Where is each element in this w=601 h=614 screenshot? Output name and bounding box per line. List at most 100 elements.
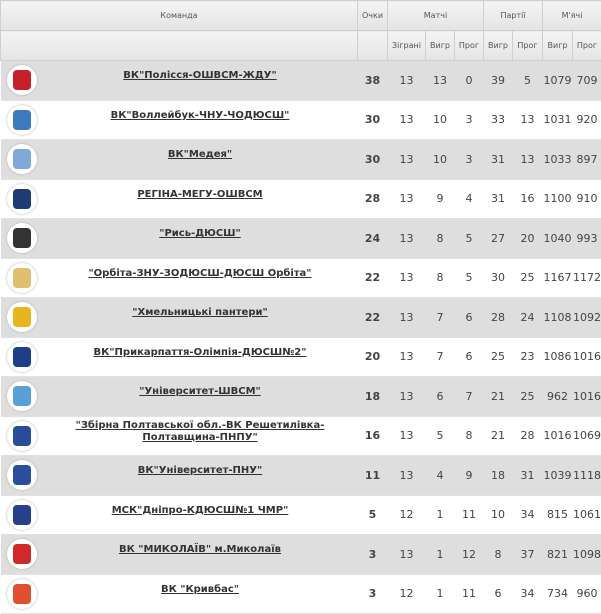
team-link[interactable]: "Хмельницькі пантери" xyxy=(61,307,340,319)
header-sets-won[interactable]: Вигр xyxy=(484,31,513,61)
matches-lost-cell: 3 xyxy=(455,140,484,180)
sets-won-cell: 27 xyxy=(484,219,513,259)
balls-lost-cell: 1118 xyxy=(573,456,601,496)
balls-won-cell: 1108 xyxy=(543,298,573,338)
team-logo-icon xyxy=(7,500,37,530)
balls-lost-cell: 1069 xyxy=(573,416,601,456)
matches-won-cell: 1 xyxy=(426,495,455,535)
balls-won-cell: 1016 xyxy=(543,416,573,456)
header-balls-won[interactable]: Вигр xyxy=(543,31,573,61)
sets-won-cell: 30 xyxy=(484,258,513,298)
matches-won-cell: 8 xyxy=(426,219,455,259)
points-cell: 24 xyxy=(358,219,388,259)
matches-won-cell: 10 xyxy=(426,100,455,140)
sets-lost-cell: 24 xyxy=(513,298,543,338)
team-link[interactable]: ВК "Кривбас" xyxy=(61,584,340,596)
team-link[interactable]: ВК"Медея" xyxy=(61,149,340,161)
points-cell: 22 xyxy=(358,298,388,338)
team-cell: "Збірна Полтавської обл.-ВК Решетилівка-… xyxy=(1,416,358,456)
header-matches-won[interactable]: Вигр xyxy=(426,31,455,61)
played-cell: 12 xyxy=(388,574,426,614)
table-row: "Збірна Полтавської обл.-ВК Решетилівка-… xyxy=(1,416,601,456)
team-link[interactable]: ВК"Воллейбук-ЧНУ-ЧОДЮСШ" xyxy=(61,110,340,122)
team-link[interactable]: "Рись-ДЮСШ" xyxy=(61,228,340,240)
played-cell: 13 xyxy=(388,456,426,496)
header-played[interactable]: Зіграні xyxy=(388,31,426,61)
team-cell: ВК"Медея" xyxy=(1,140,358,180)
header-matches-lost[interactable]: Прог xyxy=(455,31,484,61)
header-sets: Партії xyxy=(484,1,543,31)
team-cell: ВК"Університет-ПНУ" xyxy=(1,456,358,496)
sets-won-cell: 31 xyxy=(484,140,513,180)
team-logo-icon xyxy=(7,539,37,569)
team-link[interactable]: ВК"Прикарпаття-Олімпія-ДЮСШ№2" xyxy=(61,347,340,359)
team-link[interactable]: "Збірна Полтавської обл.-ВК Решетилівка-… xyxy=(61,420,340,444)
team-logo-icon xyxy=(7,105,37,135)
team-link[interactable]: "Університет-ШВСМ" xyxy=(61,386,340,398)
balls-won-cell: 821 xyxy=(543,535,573,575)
team-cell: ВК"Прикарпаття-Олімпія-ДЮСШ№2" xyxy=(1,337,358,377)
balls-won-cell: 1086 xyxy=(543,337,573,377)
played-cell: 13 xyxy=(388,179,426,219)
points-cell: 16 xyxy=(358,416,388,456)
matches-won-cell: 6 xyxy=(426,377,455,417)
played-cell: 12 xyxy=(388,495,426,535)
header-balls-lost[interactable]: Прог xyxy=(573,31,601,61)
team-link[interactable]: РЕГІНА-МЕГУ-ОШВСМ xyxy=(61,189,340,201)
team-logo-icon xyxy=(7,381,37,411)
points-cell: 3 xyxy=(358,535,388,575)
header-team[interactable]: Команда xyxy=(1,1,358,31)
team-cell: МСК"Дніпро-КДЮСШ№1 ЧМР" xyxy=(1,495,358,535)
team-cell: "Орбіта-ЗНУ-ЗОДЮСШ-ДЮСШ Орбіта" xyxy=(1,258,358,298)
balls-won-cell: 815 xyxy=(543,495,573,535)
balls-won-cell: 1100 xyxy=(543,179,573,219)
played-cell: 13 xyxy=(388,377,426,417)
points-cell: 18 xyxy=(358,377,388,417)
balls-lost-cell: 1098 xyxy=(573,535,601,575)
played-cell: 13 xyxy=(388,219,426,259)
matches-won-cell: 7 xyxy=(426,298,455,338)
points-cell: 30 xyxy=(358,140,388,180)
team-logo-icon xyxy=(7,223,37,253)
sets-won-cell: 21 xyxy=(484,416,513,456)
team-link[interactable]: ВК"Університет-ПНУ" xyxy=(61,465,340,477)
team-link[interactable]: МСК"Дніпро-КДЮСШ№1 ЧМР" xyxy=(61,505,340,517)
matches-won-cell: 9 xyxy=(426,179,455,219)
balls-lost-cell: 1092 xyxy=(573,298,601,338)
matches-lost-cell: 3 xyxy=(455,100,484,140)
matches-won-cell: 5 xyxy=(426,416,455,456)
team-logo-icon xyxy=(7,65,37,95)
balls-lost-cell: 1016 xyxy=(573,377,601,417)
sets-lost-cell: 25 xyxy=(513,377,543,417)
points-cell: 30 xyxy=(358,100,388,140)
balls-lost-cell: 993 xyxy=(573,219,601,259)
sets-won-cell: 18 xyxy=(484,456,513,496)
team-logo-icon xyxy=(7,263,37,293)
played-cell: 13 xyxy=(388,61,426,101)
matches-won-cell: 1 xyxy=(426,535,455,575)
team-cell: "Хмельницькі пантери" xyxy=(1,298,358,338)
balls-lost-cell: 897 xyxy=(573,140,601,180)
sets-won-cell: 33 xyxy=(484,100,513,140)
sets-lost-cell: 20 xyxy=(513,219,543,259)
matches-won-cell: 4 xyxy=(426,456,455,496)
balls-won-cell: 1040 xyxy=(543,219,573,259)
team-link[interactable]: ВК "МИКОЛАЇВ" м.Миколаїв xyxy=(61,544,340,556)
played-cell: 13 xyxy=(388,416,426,456)
team-link[interactable]: ВК"Полісся-ОШВСМ-ЖДУ" xyxy=(61,70,340,82)
sets-lost-cell: 28 xyxy=(513,416,543,456)
team-cell: "Рись-ДЮСШ" xyxy=(1,219,358,259)
matches-won-cell: 7 xyxy=(426,337,455,377)
header-sets-lost[interactable]: Прог xyxy=(513,31,543,61)
header-points[interactable]: Очки xyxy=(358,1,388,31)
sets-won-cell: 28 xyxy=(484,298,513,338)
points-cell: 38 xyxy=(358,61,388,101)
header-empty xyxy=(358,31,388,61)
team-link[interactable]: "Орбіта-ЗНУ-ЗОДЮСШ-ДЮСШ Орбіта" xyxy=(61,268,340,280)
balls-won-cell: 1031 xyxy=(543,100,573,140)
header-row-1: Команда Очки Матчі Партії М'ячі xyxy=(1,1,601,31)
